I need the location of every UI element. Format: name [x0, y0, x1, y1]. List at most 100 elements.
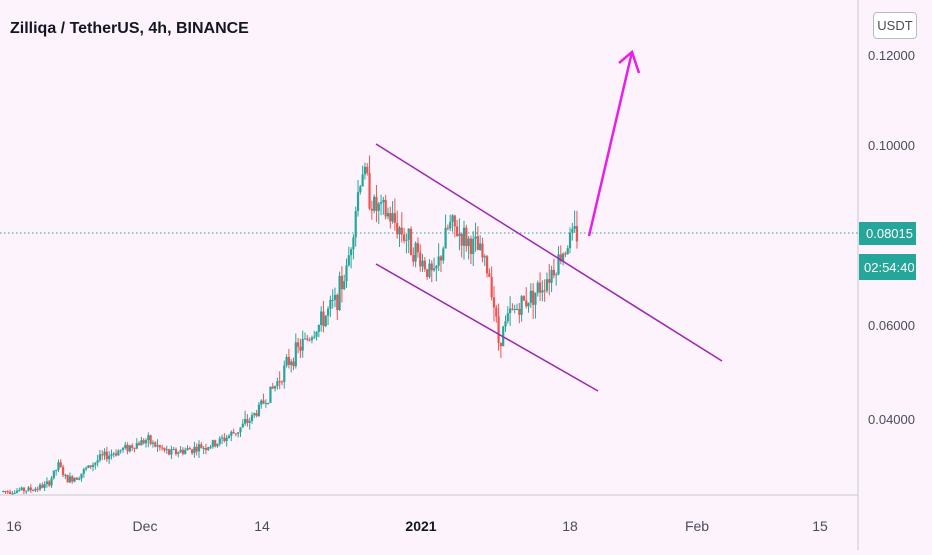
- candle-body: [310, 337, 314, 340]
- projection-arrow-shaft[interactable]: [587, 51, 634, 237]
- candle-body: [18, 489, 21, 491]
- candle-body: [73, 477, 76, 482]
- candle-body: [184, 450, 187, 454]
- candle-body: [412, 255, 415, 262]
- candle-body: [55, 469, 58, 471]
- candle-body: [112, 453, 115, 455]
- candle-body: [575, 226, 579, 242]
- candle-body: [446, 227, 449, 229]
- candle-body: [414, 243, 417, 262]
- candle-body: [38, 484, 42, 490]
- candle-body: [241, 423, 244, 428]
- x-tick-label: 18: [562, 518, 578, 534]
- y-tick-label: 0.06000: [868, 318, 915, 333]
- candle-body: [400, 227, 403, 235]
- candle-body: [481, 243, 484, 258]
- candle-body: [444, 227, 447, 249]
- candle-body: [25, 490, 28, 492]
- candle-body: [144, 440, 148, 444]
- candle-body: [191, 449, 194, 454]
- candle-body: [22, 487, 25, 492]
- candle-body: [181, 449, 184, 454]
- candle-body: [430, 263, 433, 271]
- candle-body: [78, 478, 81, 480]
- candle-body: [170, 449, 173, 455]
- candle-body: [393, 213, 396, 224]
- x-tick-label: Dec: [133, 518, 158, 534]
- candle-body: [290, 361, 293, 365]
- candle-body: [509, 308, 512, 314]
- currency-button[interactable]: USDT: [873, 12, 917, 39]
- symbol-title: Zilliqa / TetherUS, 4h, BINANCE: [10, 20, 249, 37]
- candle-body: [278, 381, 281, 383]
- candle-body: [207, 447, 210, 450]
- candle-body: [541, 290, 544, 293]
- candle-body: [513, 308, 516, 310]
- candle-body: [244, 419, 247, 424]
- candle-body: [308, 339, 311, 341]
- candle-body: [504, 321, 507, 327]
- candle-body: [343, 281, 346, 290]
- candle-body: [8, 491, 12, 494]
- candle-body: [525, 300, 528, 307]
- candle-body: [370, 208, 373, 211]
- candle-body: [474, 236, 477, 239]
- candle-body: [336, 294, 339, 310]
- candle-body: [108, 455, 111, 460]
- candle-body: [538, 282, 542, 293]
- candle-body: [6, 491, 9, 493]
- candle-body: [257, 404, 261, 416]
- candle-body: [396, 223, 399, 235]
- candle-body: [138, 443, 141, 446]
- candle-body: [333, 294, 337, 300]
- candle-body: [29, 487, 32, 491]
- candle-body: [158, 445, 161, 448]
- candle-body: [66, 474, 69, 483]
- candle-body: [163, 448, 166, 451]
- countdown-badge: [859, 254, 916, 280]
- candle-body: [532, 290, 535, 305]
- channel-upper-line[interactable]: [375, 143, 723, 362]
- candle-body: [377, 203, 380, 211]
- candle-body: [485, 256, 489, 274]
- candle-body: [57, 462, 60, 470]
- candle-body: [568, 232, 572, 249]
- candle-body: [313, 336, 316, 338]
- candle-body: [269, 386, 272, 403]
- candles: [2, 155, 579, 495]
- candle-body: [200, 444, 203, 449]
- candle-body: [232, 431, 235, 434]
- candle-body: [255, 413, 258, 416]
- candle-body: [366, 166, 369, 174]
- candle-body: [442, 248, 445, 261]
- candle-body: [421, 260, 424, 267]
- candle-body: [41, 484, 44, 488]
- candle-body: [536, 282, 539, 293]
- candle-body: [20, 487, 23, 490]
- candle-body: [331, 299, 334, 301]
- candle-body: [518, 308, 521, 315]
- candle-body: [71, 476, 74, 482]
- candle-body: [407, 228, 410, 240]
- candle-body: [483, 256, 486, 258]
- x-tick-label: 15: [812, 518, 828, 534]
- candle-body: [306, 338, 309, 340]
- candle-body: [96, 460, 99, 463]
- candle-body: [220, 437, 224, 439]
- candle-body: [299, 346, 302, 351]
- candle-body: [543, 290, 546, 292]
- candle-body: [32, 490, 35, 492]
- candle-body: [250, 415, 254, 422]
- candle-body: [59, 462, 62, 467]
- candle-body: [520, 296, 523, 315]
- candle-body: [151, 442, 155, 444]
- candle-body: [211, 440, 214, 447]
- candle-body: [75, 477, 78, 480]
- candle-body: [223, 437, 226, 442]
- candle-body: [89, 465, 92, 467]
- candle-body: [405, 239, 408, 241]
- channel-lower-line[interactable]: [375, 263, 599, 392]
